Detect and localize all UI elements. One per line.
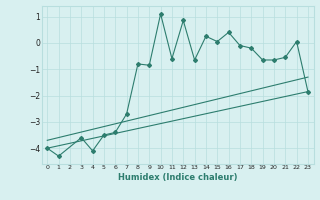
X-axis label: Humidex (Indice chaleur): Humidex (Indice chaleur)	[118, 173, 237, 182]
